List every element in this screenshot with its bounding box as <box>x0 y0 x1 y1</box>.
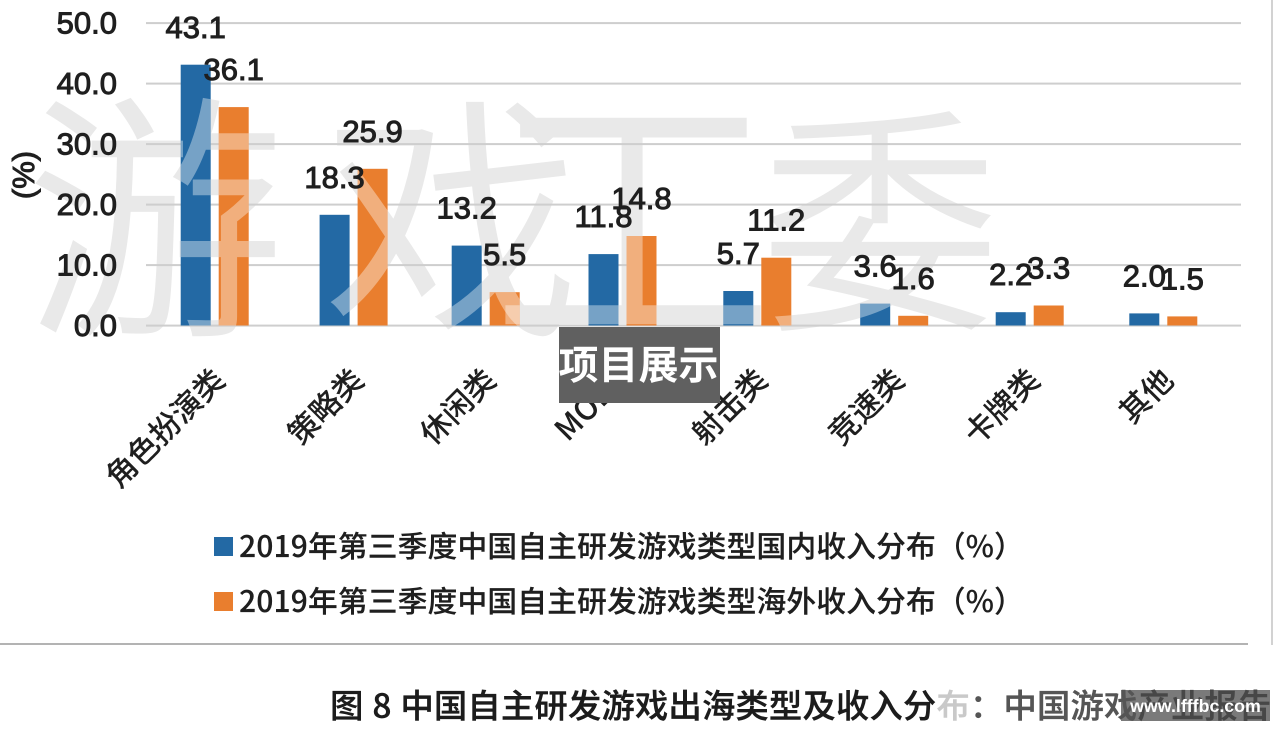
svg-text:1.5: 1.5 <box>1161 261 1204 296</box>
svg-text:25.9: 25.9 <box>342 114 402 149</box>
svg-text:www.lfffbc.com: www.lfffbc.com <box>1129 696 1261 716</box>
svg-text:11.8: 11.8 <box>574 199 632 234</box>
svg-text:1.6: 1.6 <box>892 261 935 296</box>
svg-text:2.2: 2.2 <box>989 257 1032 292</box>
svg-text:43.1: 43.1 <box>166 10 226 45</box>
svg-text:10.0: 10.0 <box>57 248 117 283</box>
svg-text:13.2: 13.2 <box>437 191 497 226</box>
svg-text:20.0: 20.0 <box>57 187 117 222</box>
svg-text:3.3: 3.3 <box>1027 251 1070 286</box>
svg-text:0.0: 0.0 <box>74 308 117 343</box>
svg-text:50.0: 50.0 <box>57 6 117 41</box>
svg-text:3.6: 3.6 <box>854 249 897 284</box>
svg-text:40.0: 40.0 <box>57 66 117 101</box>
svg-text:18.3: 18.3 <box>304 160 364 195</box>
svg-text:30.0: 30.0 <box>57 127 117 162</box>
svg-text:2.0: 2.0 <box>1123 258 1166 293</box>
svg-text:5.5: 5.5 <box>483 237 526 272</box>
svg-text:14.8: 14.8 <box>611 181 671 216</box>
svg-text:5.7: 5.7 <box>717 236 760 271</box>
svg-text:11.2: 11.2 <box>747 203 805 238</box>
svg-text:36.1: 36.1 <box>204 52 264 87</box>
svg-text:(%): (%) <box>6 151 41 199</box>
